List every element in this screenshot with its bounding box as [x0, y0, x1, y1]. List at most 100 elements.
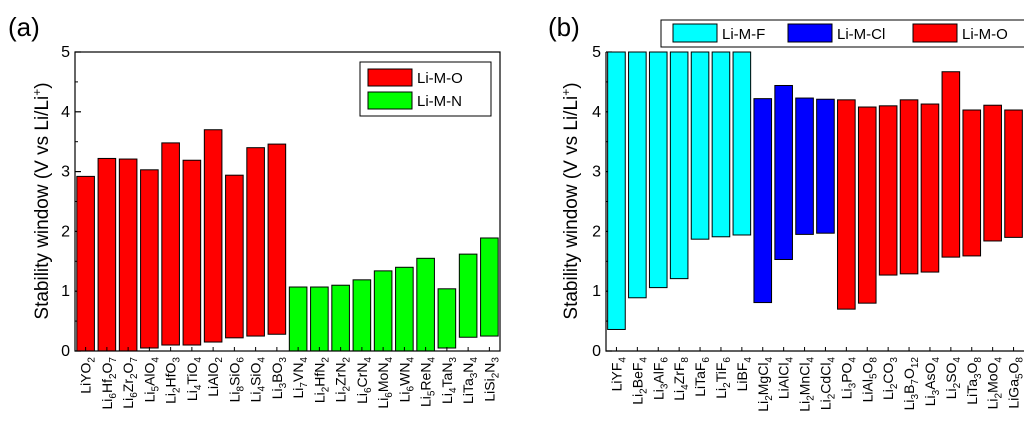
category-labels-b: LiYF4Li2BeF4Li3AlF6Li4ZrF8LiTaF6Li2TiF6L…: [608, 357, 1024, 412]
bar-b-li-m-f-3: [669, 51, 689, 280]
category-label-b-14: Li3B7O12: [901, 357, 921, 411]
y-tick-label-a-1: 1: [61, 283, 70, 300]
category-label-a-11: Li2HfN2: [311, 357, 331, 404]
category-label-b-7: Li2MgCl4: [755, 357, 775, 412]
bar-a-li-m-n-0: [288, 286, 308, 352]
category-label-b-6: LiBF4: [734, 357, 754, 392]
category-labels-a: LiYO2Li6Hf2O7Li6Zr2O7Li5AlO4Li2HfO3Li4Ti…: [78, 357, 502, 410]
bar-b-li-m-f-1: [628, 51, 647, 299]
y-tick-label-b-0: 0: [592, 343, 601, 360]
y-tick-label-a-2: 2: [61, 223, 70, 240]
bar-a-li-m-o-1: [97, 157, 117, 352]
bar-a-li-m-o-9: [267, 143, 287, 335]
category-label-b-12: LiAl5O8: [859, 357, 879, 403]
bar-a-li-m-n-1: [310, 286, 329, 352]
category-label-a-18: LiTa3N4: [460, 357, 480, 404]
bar-b-li-m-o-7: [983, 104, 1002, 242]
bar-b-li-m-f-0: [607, 51, 626, 330]
category-label-b-9: Li2MnCl4: [797, 357, 817, 412]
category-label-b-16: Li2SO4: [943, 357, 963, 400]
category-label-b-5: Li2TiF6: [713, 357, 733, 399]
category-label-b-11: Li3PO4: [838, 357, 858, 400]
y-axis-label-sup-b: +: [559, 89, 573, 96]
category-label-a-5: Li4TiO4: [184, 357, 204, 402]
category-label-a-19: LiSi2N3: [481, 357, 501, 402]
legend-label-li-m-cl-b: Li-M-Cl: [837, 26, 885, 43]
bar-b-li-m-o-1: [857, 106, 877, 304]
bar-b-li-m-o-0: [837, 99, 856, 310]
bar-a-li-m-n-9: [480, 237, 499, 337]
legend-a: Li-M-O Li-M-N: [359, 61, 492, 117]
bar-b-li-m-cl-0: [753, 98, 773, 304]
legend-box-b: [660, 19, 1024, 48]
bar-b-li-m-f-5: [711, 51, 731, 238]
legend-label-li-m-o-a: Li-M-O: [417, 70, 463, 87]
category-label-a-2: Li6Zr2O7: [120, 357, 140, 409]
y-tick-label-a-3: 3: [61, 164, 70, 181]
bar-a-li-m-o-2: [118, 158, 138, 352]
y-axis-label-text-a: Stability window (V vs Li/Li: [32, 96, 53, 320]
category-label-a-10: Li7VN4: [290, 357, 310, 399]
panel-b: (b) 0 1 2 3 4 5 Stability window (V vs Li/Li+…: [548, 12, 1024, 412]
category-label-a-14: Li6MoN4: [375, 357, 395, 409]
category-label-b-2: Li3AlF6: [650, 357, 670, 400]
bar-b-li-m-o-2: [878, 105, 898, 276]
bar-a-li-m-n-6: [416, 257, 435, 352]
bar-b-li-m-o-6: [962, 109, 982, 257]
category-label-b-19: LiGa5O8: [1006, 357, 1024, 409]
bar-b-li-m-f-4: [690, 51, 710, 240]
bars-a: [76, 129, 499, 352]
legend-label-li-m-n-a: Li-M-N: [417, 93, 462, 110]
plot-frame-a: [74, 51, 501, 352]
category-label-b-18: Li2MoO4: [985, 357, 1005, 410]
bar-b-li-m-o-8: [1004, 109, 1023, 238]
legend-swatch-li-m-n-a: [367, 91, 413, 110]
category-label-a-1: Li6Hf2O7: [99, 357, 119, 410]
y-axis-label-close-b: ): [561, 82, 582, 88]
category-label-a-6: LiAlO2: [205, 357, 225, 397]
bar-a-li-m-n-8: [458, 253, 478, 338]
category-label-b-0: LiYF4: [608, 357, 628, 392]
category-label-a-7: Li8SiO6: [226, 357, 246, 403]
bar-a-li-m-n-2: [331, 284, 350, 352]
y-tick-label-b-3: 3: [592, 164, 601, 181]
bar-b-li-m-f-2: [648, 51, 668, 289]
bar-a-li-m-n-4: [373, 270, 393, 352]
category-label-a-0: LiYO2: [78, 357, 98, 394]
y-tick-label-a-4: 4: [61, 104, 70, 121]
bar-b-li-m-cl-2: [795, 97, 814, 235]
bar-a-li-m-o-3: [140, 169, 159, 349]
y-tick-label-b-5: 5: [592, 44, 601, 61]
bars-b: [607, 51, 1023, 351]
bar-a-li-m-o-4: [161, 142, 180, 346]
bar-a-li-m-o-6: [203, 129, 223, 343]
legend-swatch-li-m-o-b: [912, 23, 958, 43]
bar-b-li-m-o-3: [899, 99, 919, 275]
y-axis-label-a: Stability window (V vs Li/Li+): [30, 82, 53, 319]
bar-a-li-m-o-5: [182, 159, 202, 346]
category-label-b-4: LiTaF6: [692, 357, 712, 397]
bar-a-li-m-n-3: [352, 279, 372, 352]
bar-a-li-m-o-7: [225, 174, 244, 339]
plot-axes-b: [605, 52, 1024, 352]
category-label-a-13: Li6CrN4: [354, 357, 374, 404]
bar-b-li-m-o-4: [920, 103, 940, 273]
category-label-b-15: Li3AsO4: [922, 357, 942, 407]
y-axis-label-text-b: Stability window (V vs Li/Li: [561, 96, 582, 320]
y-tick-label-a-5: 5: [61, 44, 70, 61]
bar-b-li-m-f-6: [732, 51, 752, 236]
y-axis-label-sup-a: +: [30, 89, 44, 96]
category-label-b-3: Li4ZrF8: [671, 357, 691, 401]
panel-label-a: (a): [8, 12, 40, 42]
legend-swatch-li-m-f-b: [672, 23, 718, 43]
category-label-b-17: LiTa3O8: [964, 357, 984, 405]
panel-a: (a) 0 1 2 3 4 5 Stability window (V vs Li/Li+…: [8, 12, 501, 409]
y-tick-label-b-2: 2: [592, 223, 601, 240]
bar-b-li-m-cl-1: [774, 84, 793, 261]
category-label-a-16: Li5ReN4: [418, 357, 438, 407]
legend-swatch-li-m-cl-b: [787, 23, 833, 43]
y-tick-label-a-0: 0: [61, 343, 70, 360]
category-label-a-3: Li5AlO4: [141, 357, 161, 403]
legend-label-li-m-f-b: Li-M-F: [722, 26, 765, 43]
